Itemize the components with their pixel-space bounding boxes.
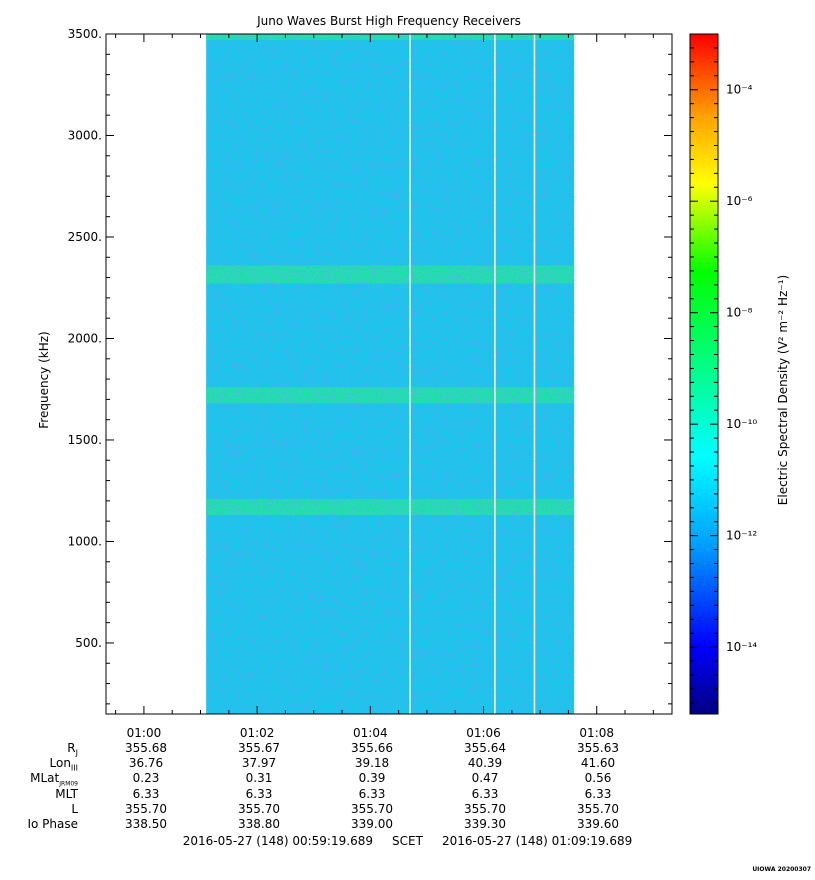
eph-mlt-value: 6.33 bbox=[132, 787, 160, 801]
x-tick-label: 01:04 bbox=[353, 726, 388, 740]
y-tick-label: 3500. bbox=[68, 27, 102, 41]
eph-io-value: 339.00 bbox=[351, 817, 393, 831]
eph-l-value: 355.70 bbox=[464, 802, 506, 816]
eph-l-value: 355.70 bbox=[351, 802, 393, 816]
scet-range: 2016-05-27 (148) 00:59:19.689 SCET 2016-… bbox=[182, 834, 633, 848]
eph-rj-value: 355.66 bbox=[351, 741, 393, 755]
colorbar-label: Electric Spectral Density (V² m⁻² Hz⁻¹) bbox=[776, 275, 790, 505]
eph-mlat-value: 0.39 bbox=[358, 771, 386, 785]
y-tick-label: 1500. bbox=[68, 433, 102, 447]
y-axis: 500. 1000. 1500. 2000. 2500. 3000. 3500. bbox=[68, 27, 672, 705]
eph-l-value: 355.70 bbox=[577, 802, 619, 816]
eph-label-mlt: MLT bbox=[55, 787, 78, 801]
y-tick-label: 2000. bbox=[68, 331, 102, 345]
colorbar: 10⁻¹⁴ 10⁻¹² 10⁻¹⁰ 10⁻⁸ 10⁻⁶ 10⁻⁴ Electric Spe… bbox=[689, 33, 790, 715]
eph-io-value: 338.80 bbox=[238, 817, 280, 831]
x-axis: 01:00 01:02 01:04 01:06 01:08 bbox=[115, 34, 654, 740]
x-tick-label: 01:08 bbox=[579, 726, 614, 740]
colorbar-tick-label: 10⁻¹⁴ bbox=[726, 640, 757, 654]
colorbar-ticks: 10⁻¹⁴ 10⁻¹² 10⁻¹⁰ 10⁻⁸ 10⁻⁶ 10⁻⁴ bbox=[690, 33, 757, 704]
eph-io-value: 338.50 bbox=[125, 817, 167, 831]
x-tick-label: 01:02 bbox=[240, 726, 275, 740]
y-tick-label: 2500. bbox=[68, 230, 102, 244]
eph-mlt-value: 6.33 bbox=[471, 787, 499, 801]
eph-mlat-value: 0.23 bbox=[132, 771, 160, 785]
y-axis-label: Frequency (kHz) bbox=[37, 331, 51, 428]
eph-rj-value: 355.67 bbox=[238, 741, 280, 755]
eph-rj-value: 355.68 bbox=[125, 741, 167, 755]
eph-l-value: 355.70 bbox=[125, 802, 167, 816]
eph-l-value: 355.70 bbox=[238, 802, 280, 816]
eph-label-io: Io Phase bbox=[27, 817, 78, 831]
x-tick-label: 01:06 bbox=[466, 726, 501, 740]
eph-label-lon: LonIII bbox=[49, 756, 79, 773]
eph-mlat-value: 0.31 bbox=[245, 771, 273, 785]
eph-label-rj: RJ bbox=[67, 741, 78, 758]
eph-rj-value: 355.63 bbox=[577, 741, 619, 755]
eph-mlat-value: 0.47 bbox=[471, 771, 499, 785]
credit-stamp: UIOWA 20200307 bbox=[752, 866, 811, 873]
eph-lon-value: 37.97 bbox=[241, 756, 277, 770]
colorbar-gradient bbox=[690, 34, 718, 714]
colorbar-tick-label: 10⁻⁴ bbox=[726, 83, 753, 97]
eph-io-value: 339.60 bbox=[577, 817, 619, 831]
colorbar-tick-label: 10⁻⁸ bbox=[726, 306, 753, 320]
eph-mlt-value: 6.33 bbox=[245, 787, 273, 801]
eph-lon-value: 36.76 bbox=[128, 756, 164, 770]
plot-area bbox=[105, 33, 673, 715]
colorbar-tick-label: 10⁻¹² bbox=[726, 529, 757, 543]
eph-io-value: 339.30 bbox=[464, 817, 506, 831]
colorbar-tick-label: 10⁻⁶ bbox=[726, 194, 753, 208]
eph-rj-value: 355.64 bbox=[464, 741, 506, 755]
eph-mlat-value: 0.56 bbox=[584, 771, 612, 785]
y-tick-label: 500. bbox=[75, 636, 102, 650]
spectrogram-data bbox=[206, 34, 575, 714]
eph-mlt-value: 6.33 bbox=[358, 787, 386, 801]
colorbar-tick-label: 10⁻¹⁰ bbox=[726, 417, 757, 431]
eph-lon-value: 41.60 bbox=[580, 756, 616, 770]
eph-mlt-value: 6.33 bbox=[584, 787, 612, 801]
eph-lon-value: 40.39 bbox=[467, 756, 503, 770]
y-tick-label: 3000. bbox=[68, 128, 102, 142]
spectrogram-noise bbox=[206, 34, 575, 714]
eph-label-l: L bbox=[71, 802, 78, 816]
chart-title: Juno Waves Burst High Frequency Receiver… bbox=[256, 14, 521, 28]
x-tick-label: 01:00 bbox=[127, 726, 162, 740]
eph-label-mlat: MLatJRM09 bbox=[30, 771, 78, 788]
y-tick-label: 1000. bbox=[68, 534, 102, 548]
eph-lon-value: 39.18 bbox=[354, 756, 390, 770]
